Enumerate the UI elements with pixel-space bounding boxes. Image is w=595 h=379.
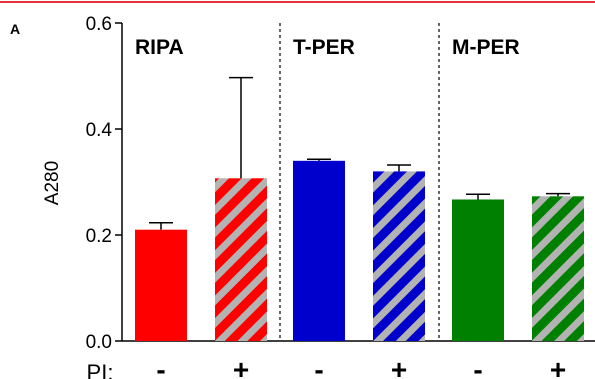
bar xyxy=(293,160,345,341)
y-axis-label: A280 xyxy=(42,161,63,205)
group-label: RIPA xyxy=(135,36,184,59)
bar xyxy=(135,229,187,341)
group-label: T-PER xyxy=(293,36,355,59)
group-label: M-PER xyxy=(452,36,520,59)
y-tick-label: 0.4 xyxy=(86,120,113,141)
plot-area: 0.0 0.2 0.4 0.6 RIPA - + T-PER - + M-PER - + PI: xyxy=(86,14,595,379)
y-tick-label: 0.2 xyxy=(86,226,112,247)
x-tick-label: - xyxy=(314,354,323,379)
x-tick-label: + xyxy=(233,354,249,379)
panel-label: A xyxy=(10,21,20,37)
bar xyxy=(373,171,425,341)
x-tick-label: - xyxy=(473,354,482,379)
bar xyxy=(452,199,504,341)
x-tick-label: + xyxy=(550,354,566,379)
y-tick-label: 0.6 xyxy=(86,14,112,35)
bar xyxy=(532,196,584,341)
x-tick-label: + xyxy=(391,354,407,379)
y-tick-label: 0.0 xyxy=(86,332,112,353)
bar xyxy=(215,178,267,341)
x-row-label: PI: xyxy=(87,360,114,379)
x-tick-label: - xyxy=(156,354,165,379)
